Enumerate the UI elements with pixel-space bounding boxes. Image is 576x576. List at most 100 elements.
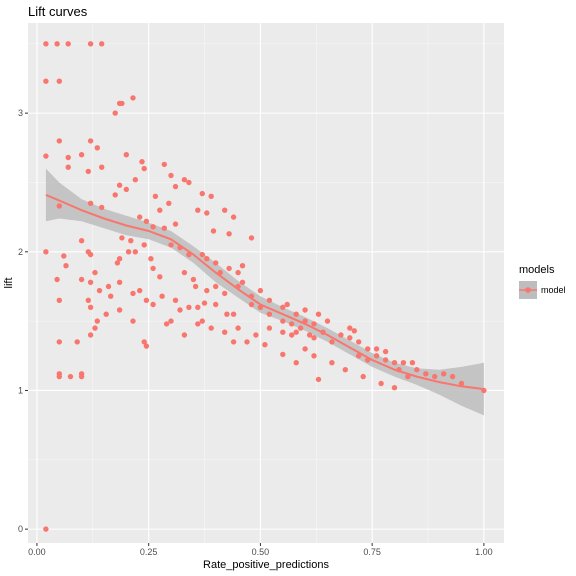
data-point (85, 249, 92, 255)
x-tick-label: 0.50 (252, 547, 270, 557)
data-point (92, 269, 98, 276)
data-point (204, 210, 210, 216)
data-point (356, 353, 362, 359)
data-point (230, 311, 237, 317)
data-point (130, 95, 136, 101)
data-point (43, 526, 49, 532)
data-point (302, 346, 308, 352)
data-point (78, 276, 85, 283)
data-point (143, 343, 150, 349)
data-point (63, 263, 69, 269)
data-point (239, 263, 246, 269)
data-point (103, 311, 109, 317)
data-point (150, 301, 156, 308)
data-point (382, 348, 389, 355)
data-point (148, 256, 154, 262)
data-point (181, 332, 188, 338)
data-point (85, 297, 92, 303)
chart-title: Lift curves (28, 4, 88, 19)
data-point (289, 332, 295, 338)
data-point (123, 186, 129, 193)
data-point (266, 325, 273, 331)
data-point (87, 41, 94, 47)
data-point (365, 346, 371, 352)
data-point (56, 78, 62, 84)
x-tick-label: 0.75 (363, 547, 381, 557)
points-layer (43, 41, 487, 532)
data-point (172, 221, 179, 227)
data-point (210, 228, 217, 234)
data-point (208, 193, 214, 199)
y-axis-ticks: 0 1 2 3 (18, 108, 28, 534)
x-axis-title: Rate_positive_predictions (203, 559, 329, 571)
y-tick-label: 0 (18, 524, 23, 534)
data-point (186, 179, 192, 186)
data-point (222, 329, 228, 335)
grid-minor (28, 23, 504, 543)
data-point (116, 256, 123, 262)
data-point (99, 41, 105, 47)
data-point (54, 41, 60, 47)
data-point (130, 318, 136, 324)
data-point (378, 380, 384, 387)
data-point (87, 304, 94, 310)
data-point (94, 145, 101, 151)
data-point (284, 301, 290, 308)
x-tick-label: 1.00 (475, 547, 493, 557)
data-point (61, 253, 67, 259)
data-point (311, 335, 317, 341)
data-point (315, 311, 322, 317)
data-point (356, 339, 362, 345)
data-point (99, 204, 105, 211)
data-point (130, 290, 136, 297)
data-point (329, 360, 335, 366)
data-point (157, 207, 163, 213)
legend: models model (519, 264, 566, 299)
data-point (186, 304, 192, 310)
data-point (132, 177, 138, 183)
confidence-band (45, 168, 484, 416)
data-point (105, 283, 112, 290)
data-point (400, 360, 407, 366)
data-point (74, 339, 80, 345)
data-point (306, 332, 313, 338)
data-point (112, 192, 118, 198)
data-point (248, 235, 255, 241)
data-point (43, 78, 49, 84)
data-point (192, 283, 199, 290)
data-point (302, 307, 308, 313)
data-point (213, 260, 219, 266)
data-point (163, 321, 170, 327)
data-point (159, 293, 165, 299)
data-point (432, 373, 438, 380)
data-point (161, 225, 167, 231)
data-point (391, 385, 398, 391)
data-point (168, 172, 174, 179)
data-point (56, 203, 62, 209)
legend-label-model: model (541, 285, 566, 295)
data-point (266, 297, 273, 303)
data-point (329, 339, 335, 345)
data-point (56, 339, 62, 345)
data-point (125, 249, 132, 255)
data-point (99, 164, 105, 170)
data-point (141, 242, 147, 248)
data-point (166, 200, 172, 206)
data-point (96, 287, 103, 294)
data-point (168, 242, 174, 248)
data-point (56, 138, 62, 144)
smooth-line (45, 193, 485, 391)
y-tick-label: 3 (18, 108, 23, 118)
data-point (128, 238, 134, 244)
data-point (143, 297, 150, 303)
data-point (87, 200, 94, 206)
data-point (201, 300, 208, 306)
data-point (449, 373, 456, 380)
data-point (373, 353, 380, 359)
confidence-band-layer (45, 168, 484, 416)
data-point (87, 138, 94, 144)
data-point (342, 367, 348, 373)
data-point (226, 265, 232, 272)
data-point (391, 360, 398, 366)
data-point (315, 376, 322, 383)
